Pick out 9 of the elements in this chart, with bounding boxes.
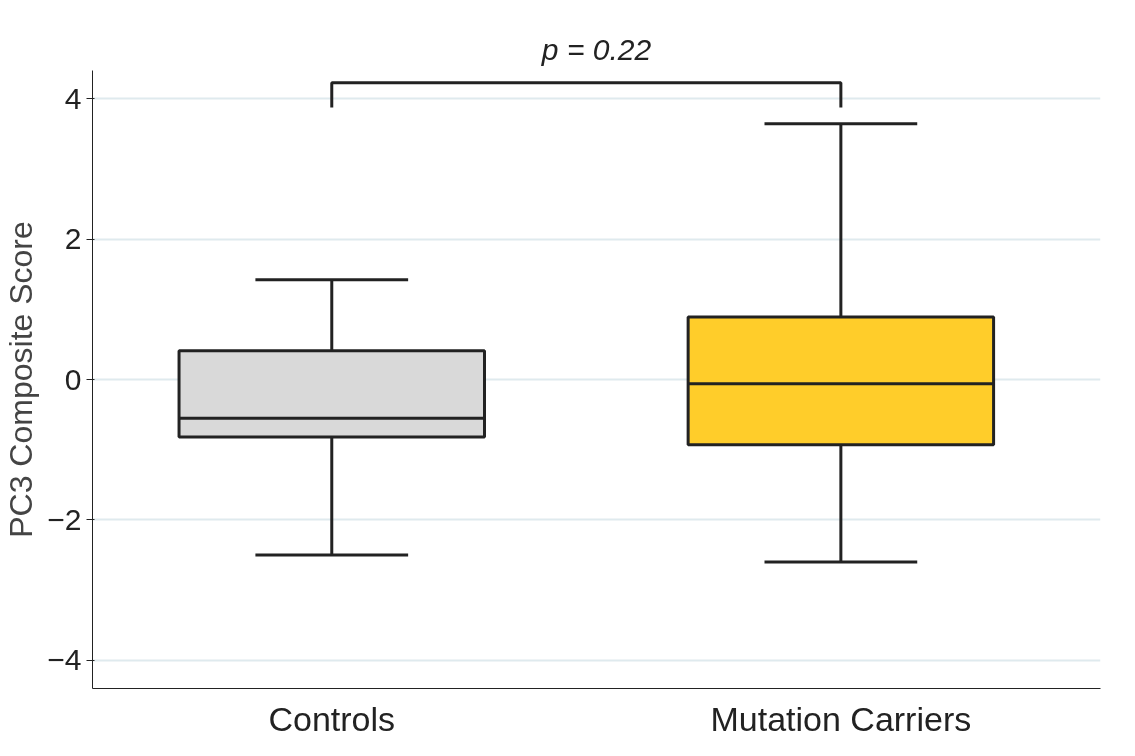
text: p = 0.22 <box>540 32 652 66</box>
y-tick-label: 2 <box>64 222 82 256</box>
x-tick-label: Mutation Carriers <box>710 699 972 738</box>
y-tick-label: −4 <box>47 643 82 677</box>
x-tick-label: Controls <box>268 699 396 738</box>
y-axis-title: PC3 Composite Score <box>3 221 40 538</box>
y-tick-label: 4 <box>64 81 82 115</box>
y-tick-label: 0 <box>64 362 82 396</box>
y-tick-label: −2 <box>47 502 82 536</box>
